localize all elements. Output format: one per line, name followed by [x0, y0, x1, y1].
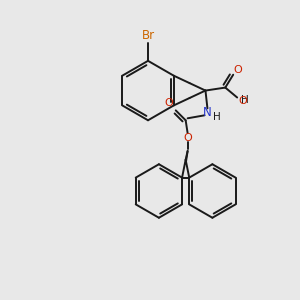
Text: O: O — [238, 97, 247, 106]
Text: N: N — [203, 106, 212, 119]
Text: O: O — [234, 65, 242, 75]
Text: H: H — [241, 95, 249, 106]
Text: H: H — [214, 112, 221, 122]
Text: O: O — [164, 98, 173, 108]
Text: O: O — [183, 133, 192, 143]
Text: Br: Br — [142, 28, 154, 42]
